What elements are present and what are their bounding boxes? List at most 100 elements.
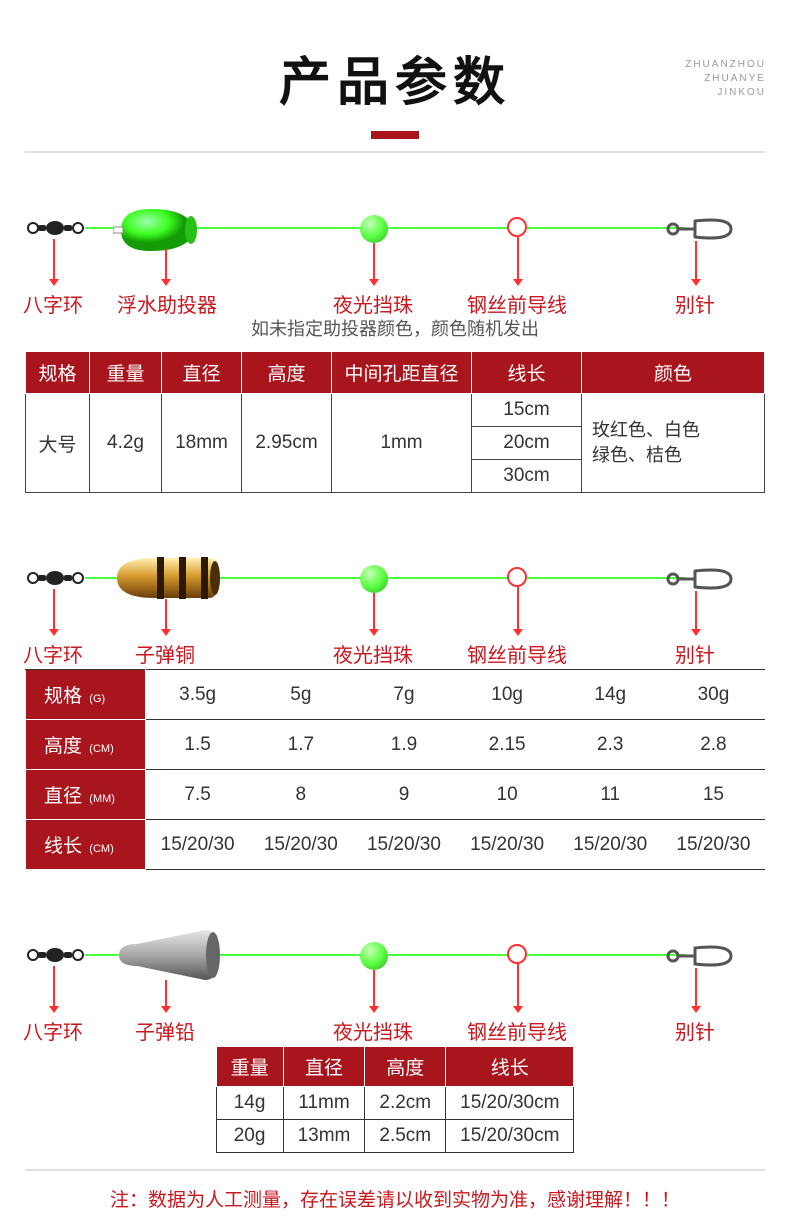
data-row: 规格 (G) 3.5g 5g 7g 10g 14g 30g bbox=[26, 670, 766, 720]
pointer bbox=[165, 980, 167, 1006]
row-header: 直径 (MM) bbox=[26, 770, 146, 820]
col-header: 重量 bbox=[90, 352, 162, 394]
spec-table-2: 规格 (G) 3.5g 5g 7g 10g 14g 30g 高度 (CM) 1.… bbox=[25, 669, 765, 870]
cell: 7.5 bbox=[146, 770, 250, 820]
cell: 15/20/30cm bbox=[446, 1120, 574, 1153]
part-label: 夜光挡珠 bbox=[333, 1016, 413, 1045]
rig-diagram-3: 八字环 子弹铅 夜光挡珠 钢丝前导线 别针 bbox=[25, 918, 765, 1038]
rh-unit: (G) bbox=[89, 693, 105, 705]
cell: 30g bbox=[662, 670, 765, 720]
glow-bead-icon bbox=[360, 215, 388, 243]
col-header: 颜色 bbox=[582, 352, 765, 394]
cell: 15 bbox=[662, 770, 765, 820]
leader-line bbox=[505, 577, 685, 579]
data-row: 线长 (CM) 15/20/30 15/20/30 15/20/30 15/20… bbox=[26, 820, 766, 870]
cell: 15/20/30 bbox=[456, 820, 559, 870]
title-divider bbox=[25, 151, 765, 153]
swivel-icon bbox=[27, 217, 85, 239]
part-label: 别针 bbox=[675, 1016, 715, 1045]
glow-bead-icon bbox=[360, 942, 388, 970]
leader-marker bbox=[507, 217, 527, 237]
pointer bbox=[53, 589, 55, 629]
title-accent-bar bbox=[371, 131, 419, 139]
part-label: 子弹铜 bbox=[135, 639, 195, 668]
rh-text: 规格 bbox=[44, 686, 82, 707]
cell-colors: 玫红色、白色 绿色、桔色 bbox=[582, 394, 765, 493]
cell: 1.9 bbox=[352, 720, 455, 770]
leader-marker bbox=[507, 567, 527, 587]
pointer bbox=[517, 587, 519, 629]
part-label: 八字环 bbox=[23, 1016, 83, 1045]
cell: 15/20/30cm bbox=[446, 1087, 574, 1120]
col-header: 规格 bbox=[26, 352, 90, 394]
title-block: ZHUANZHOU ZHUANYE JINKOU 产品参数 bbox=[0, 0, 790, 173]
spec-table-1: 规格 重量 直径 高度 中间孔距直径 线长 颜色 大号 4.2g 18mm 2.… bbox=[25, 351, 765, 493]
col-header: 高度 bbox=[242, 352, 332, 394]
leader-marker bbox=[507, 944, 527, 964]
col-header: 直径 bbox=[283, 1047, 365, 1087]
cell: 2.3 bbox=[559, 720, 662, 770]
row-header: 规格 (G) bbox=[26, 670, 146, 720]
leader-line bbox=[505, 954, 685, 956]
swivel-icon bbox=[27, 944, 85, 966]
length-opt: 15cm bbox=[472, 394, 581, 427]
pointer bbox=[695, 241, 697, 279]
rh-text: 线长 bbox=[44, 836, 82, 857]
color-note: 如未指定助投器颜色，颜色随机发出 bbox=[0, 315, 790, 341]
leader-line bbox=[505, 227, 685, 229]
data-row: 大号 4.2g 18mm 2.95cm 1mm 15cm 20cm 30cm 玫… bbox=[26, 394, 765, 493]
rh-unit: (MM) bbox=[89, 793, 115, 805]
snap-icon bbox=[665, 942, 737, 975]
cell: 3.5g bbox=[146, 670, 250, 720]
spec-table-3: 重量 直径 高度 线长 14g 11mm 2.2cm 15/20/30cm 20… bbox=[216, 1046, 575, 1153]
cell: 2.8 bbox=[662, 720, 765, 770]
cell: 2.5cm bbox=[365, 1120, 446, 1153]
part-label: 钢丝前导线 bbox=[467, 289, 567, 318]
cell: 15/20/30 bbox=[146, 820, 250, 870]
corner-line: ZHUANZHOU bbox=[685, 58, 766, 72]
cell: 10g bbox=[456, 670, 559, 720]
data-row: 20g 13mm 2.5cm 15/20/30cm bbox=[216, 1120, 574, 1153]
rig-diagram-1: 八字环 浮水助投器 夜光挡珠 钢丝前导线 别针 bbox=[25, 191, 765, 311]
cell: 5g bbox=[249, 670, 352, 720]
data-row: 高度 (CM) 1.5 1.7 1.9 2.15 2.3 2.8 bbox=[26, 720, 766, 770]
part-label: 别针 bbox=[675, 639, 715, 668]
cell: 14g bbox=[216, 1087, 283, 1120]
corner-line: ZHUANYE bbox=[685, 72, 766, 86]
rh-text: 高度 bbox=[44, 736, 82, 757]
cell: 1mm bbox=[332, 394, 472, 493]
cell: 15/20/30 bbox=[559, 820, 662, 870]
length-opt: 20cm bbox=[472, 427, 581, 460]
col-header: 中间孔距直径 bbox=[332, 352, 472, 394]
pointer bbox=[373, 970, 375, 1006]
rh-text: 直径 bbox=[44, 786, 82, 807]
pointer bbox=[53, 966, 55, 1006]
cell: 2.2cm bbox=[365, 1087, 446, 1120]
pointer bbox=[695, 591, 697, 629]
cell: 9 bbox=[352, 770, 455, 820]
row-header: 高度 (CM) bbox=[26, 720, 146, 770]
data-row: 14g 11mm 2.2cm 15/20/30cm bbox=[216, 1087, 574, 1120]
length-opt: 30cm bbox=[472, 460, 581, 492]
glow-bead-icon bbox=[360, 565, 388, 593]
cell: 15/20/30 bbox=[662, 820, 765, 870]
cell: 1.7 bbox=[249, 720, 352, 770]
cell: 10 bbox=[456, 770, 559, 820]
cell: 7g bbox=[352, 670, 455, 720]
cell: 2.95cm bbox=[242, 394, 332, 493]
col-header: 线长 bbox=[472, 352, 582, 394]
rig-diagram-2: 八字环 子弹铜 夜光挡珠 钢丝前导线 别针 bbox=[25, 541, 765, 661]
cell: 20g bbox=[216, 1120, 283, 1153]
swivel-icon bbox=[27, 567, 85, 589]
cell: 8 bbox=[249, 770, 352, 820]
row-header: 线长 (CM) bbox=[26, 820, 146, 870]
part-label: 八字环 bbox=[23, 289, 83, 318]
rh-unit: (CM) bbox=[89, 843, 113, 855]
header-row: 规格 重量 直径 高度 中间孔距直径 线长 颜色 bbox=[26, 352, 765, 394]
measurement-footnote: 注：数据为人工测量，存在误差请以收到实物为准，感谢理解！！！ bbox=[25, 1169, 765, 1212]
pointer bbox=[165, 599, 167, 629]
pointer bbox=[373, 243, 375, 279]
cell: 1.5 bbox=[146, 720, 250, 770]
header-row: 重量 直径 高度 线长 bbox=[216, 1047, 574, 1087]
data-row: 直径 (MM) 7.5 8 9 10 11 15 bbox=[26, 770, 766, 820]
